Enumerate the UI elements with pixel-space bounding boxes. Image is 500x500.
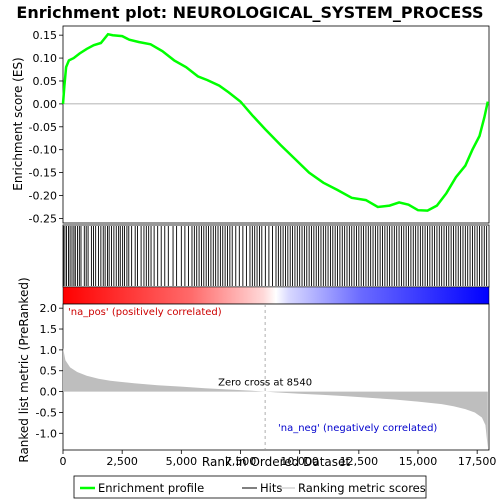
legend-box — [73, 475, 427, 499]
rank-color-bar — [62, 286, 490, 305]
metric-y-axis: 2.0 1.5 1.0 0.5 0.0 -0.5 -1.0 — [36, 302, 63, 440]
es-y-axis-label: Enrichment score (ES) — [11, 57, 25, 190]
x-tick-label: 15,000 — [399, 455, 438, 468]
pos-label: 'na_pos' (positively correlated) — [68, 307, 222, 318]
metric-plot-area — [62, 303, 490, 451]
enrichment-plot-area — [62, 25, 490, 224]
legend-entry-metric: Ranking metric scores — [298, 481, 426, 495]
es-y-tick-label: -0.20 — [29, 190, 57, 203]
metric-y-tick-label: 0.0 — [40, 386, 58, 399]
es-y-tick-label: 0.15 — [33, 29, 58, 42]
es-y-tick-label: -0.25 — [29, 212, 57, 225]
hit-marks — [63, 226, 488, 286]
metric-y-tick-label: 1.5 — [40, 323, 58, 336]
x-tick-label: 12,500 — [340, 455, 379, 468]
legend-entry-hits: Hits — [260, 481, 282, 495]
hits-panel — [62, 224, 490, 288]
es-y-tick-label: -0.05 — [29, 121, 57, 134]
ranked-metric-panel: Zero cross at 8540 'na_pos' (positively … — [17, 277, 496, 469]
enrichment-panel: 0.15 0.10 0.05 0.00 -0.05 -0.10 -0.15 -0.20 -0.2… — [11, 25, 490, 225]
neg-label: 'na_neg' (negatively correlated) — [278, 423, 437, 434]
es-y-tick-label: -0.10 — [29, 144, 57, 157]
legend: Enrichment profile Hits Ranking metric s… — [73, 475, 427, 499]
rank-x-axis: 0 2,500 5,000 7,500 10,000 12,500 15,000 17,500 — [60, 450, 497, 468]
x-tick-label: 7,500 — [225, 455, 257, 468]
x-tick-label: 10,000 — [280, 455, 319, 468]
metric-y-tick-label: -0.5 — [36, 406, 57, 419]
x-tick-label: 17,500 — [458, 455, 497, 468]
es-y-axis: 0.15 0.10 0.05 0.00 -0.05 -0.10 -0.15 -0.20 -0.2… — [29, 29, 63, 225]
es-y-tick-label: 0.00 — [33, 98, 58, 111]
legend-entry-profile: Enrichment profile — [98, 481, 204, 495]
x-tick-label: 2,500 — [106, 455, 138, 468]
es-y-tick-label: 0.05 — [33, 75, 58, 88]
metric-y-tick-label: 1.0 — [40, 344, 58, 357]
x-tick-label: 0 — [60, 455, 67, 468]
metric-y-axis-label: Ranked list metric (PreRanked) — [17, 277, 31, 462]
chart-title: Enrichment plot: NEUROLOGICAL_SYSTEM_PRO… — [16, 3, 483, 22]
x-axis-label: Rank in Ordered Dataset — [202, 455, 350, 469]
es-y-tick-label: 0.10 — [33, 52, 58, 65]
x-tick-label: 5,000 — [166, 455, 198, 468]
ranking-metric-area — [63, 347, 488, 448]
es-y-tick-label: -0.15 — [29, 167, 57, 180]
metric-y-tick-label: 0.5 — [40, 365, 58, 378]
zero-cross-label: Zero cross at 8540 — [218, 378, 312, 389]
metric-y-tick-label: -1.0 — [36, 427, 57, 440]
enrichment-profile-line — [61, 32, 490, 212]
metric-y-tick-label: 2.0 — [40, 302, 58, 315]
